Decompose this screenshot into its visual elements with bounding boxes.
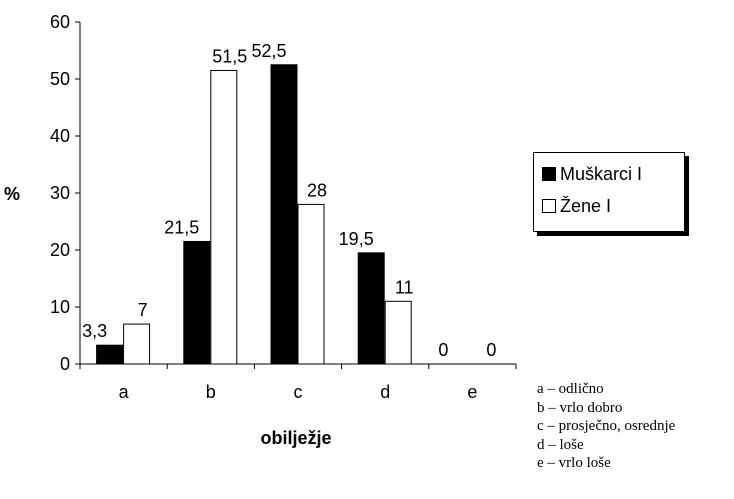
x-tick-label: e: [467, 382, 477, 402]
category-key: a – odlično b – vrlo dobro c – prosječno…: [537, 380, 675, 473]
legend-label-zene: Žene I: [560, 195, 612, 216]
y-tick-label: 30: [50, 183, 70, 203]
y-tick-label: 50: [50, 69, 70, 89]
x-tick-label: d: [380, 382, 390, 402]
data-label-a-muskarci: 3,3: [82, 321, 107, 341]
key-line-e: e – vrlo loše: [537, 455, 611, 472]
x-tick-label: c: [294, 382, 303, 402]
x-tick-label: b: [206, 382, 216, 402]
legend-swatch-light: [542, 199, 556, 213]
key-line-d: d – loše: [537, 436, 584, 453]
legend-swatch-dark: [542, 167, 556, 181]
data-label-b-zene: 51,5: [212, 46, 247, 66]
legend-item-muskarci: Muškarci I: [542, 163, 642, 185]
y-tick-label: 0: [60, 354, 70, 374]
bar-c-zene: [297, 203, 325, 365]
data-label-e-muskarci: 0: [438, 340, 448, 360]
legend-label-muskarci: Muškarci I: [560, 163, 643, 184]
bar-c-muskarci: [270, 64, 298, 365]
key-line-a: a – odlično: [537, 381, 604, 397]
bar-a-muskarci: [96, 344, 124, 365]
data-label-c-zene: 28: [307, 180, 327, 200]
legend-item-zene: Žene I: [542, 195, 611, 217]
bar-b-muskarci: [183, 240, 211, 365]
data-label-d-zene: 11: [395, 277, 414, 297]
x-tick-label: a: [119, 382, 130, 402]
y-tick-label: 10: [50, 297, 70, 317]
data-label-e-zene: 0: [486, 340, 496, 360]
y-axis-label: %: [4, 184, 20, 204]
x-axis-label: obilježje: [260, 428, 331, 448]
key-line-b: b – vrlo dobro: [537, 399, 623, 416]
key-line-c: c – prosječno, osrednje: [537, 418, 676, 435]
bar-d-muskarci: [357, 252, 385, 365]
y-tick-label: 40: [50, 126, 70, 146]
bar-d-zene: [384, 300, 412, 365]
data-label-a-zene: 7: [138, 300, 148, 320]
bar-b-zene: [210, 69, 238, 365]
data-label-c-muskarci: 52,5: [251, 41, 286, 61]
y-tick-label: 60: [50, 12, 70, 32]
legend: Muškarci I Žene I: [533, 152, 685, 232]
data-label-b-muskarci: 21,5: [164, 217, 199, 237]
y-tick-label: 20: [50, 240, 70, 260]
data-label-d-muskarci: 19,5: [339, 229, 374, 249]
bar-a-zene: [123, 323, 151, 365]
